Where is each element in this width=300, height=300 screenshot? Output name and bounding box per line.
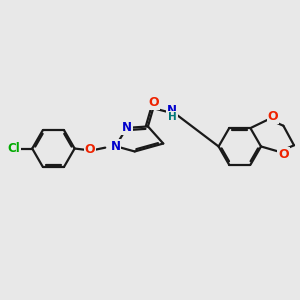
- Text: O: O: [278, 148, 289, 161]
- Text: H: H: [168, 112, 176, 122]
- Text: N: N: [167, 104, 177, 117]
- Text: O: O: [85, 143, 95, 157]
- Text: N: N: [110, 140, 121, 153]
- Text: O: O: [268, 110, 278, 123]
- Text: O: O: [148, 96, 159, 109]
- Text: N: N: [122, 122, 132, 134]
- Text: Cl: Cl: [7, 142, 20, 155]
